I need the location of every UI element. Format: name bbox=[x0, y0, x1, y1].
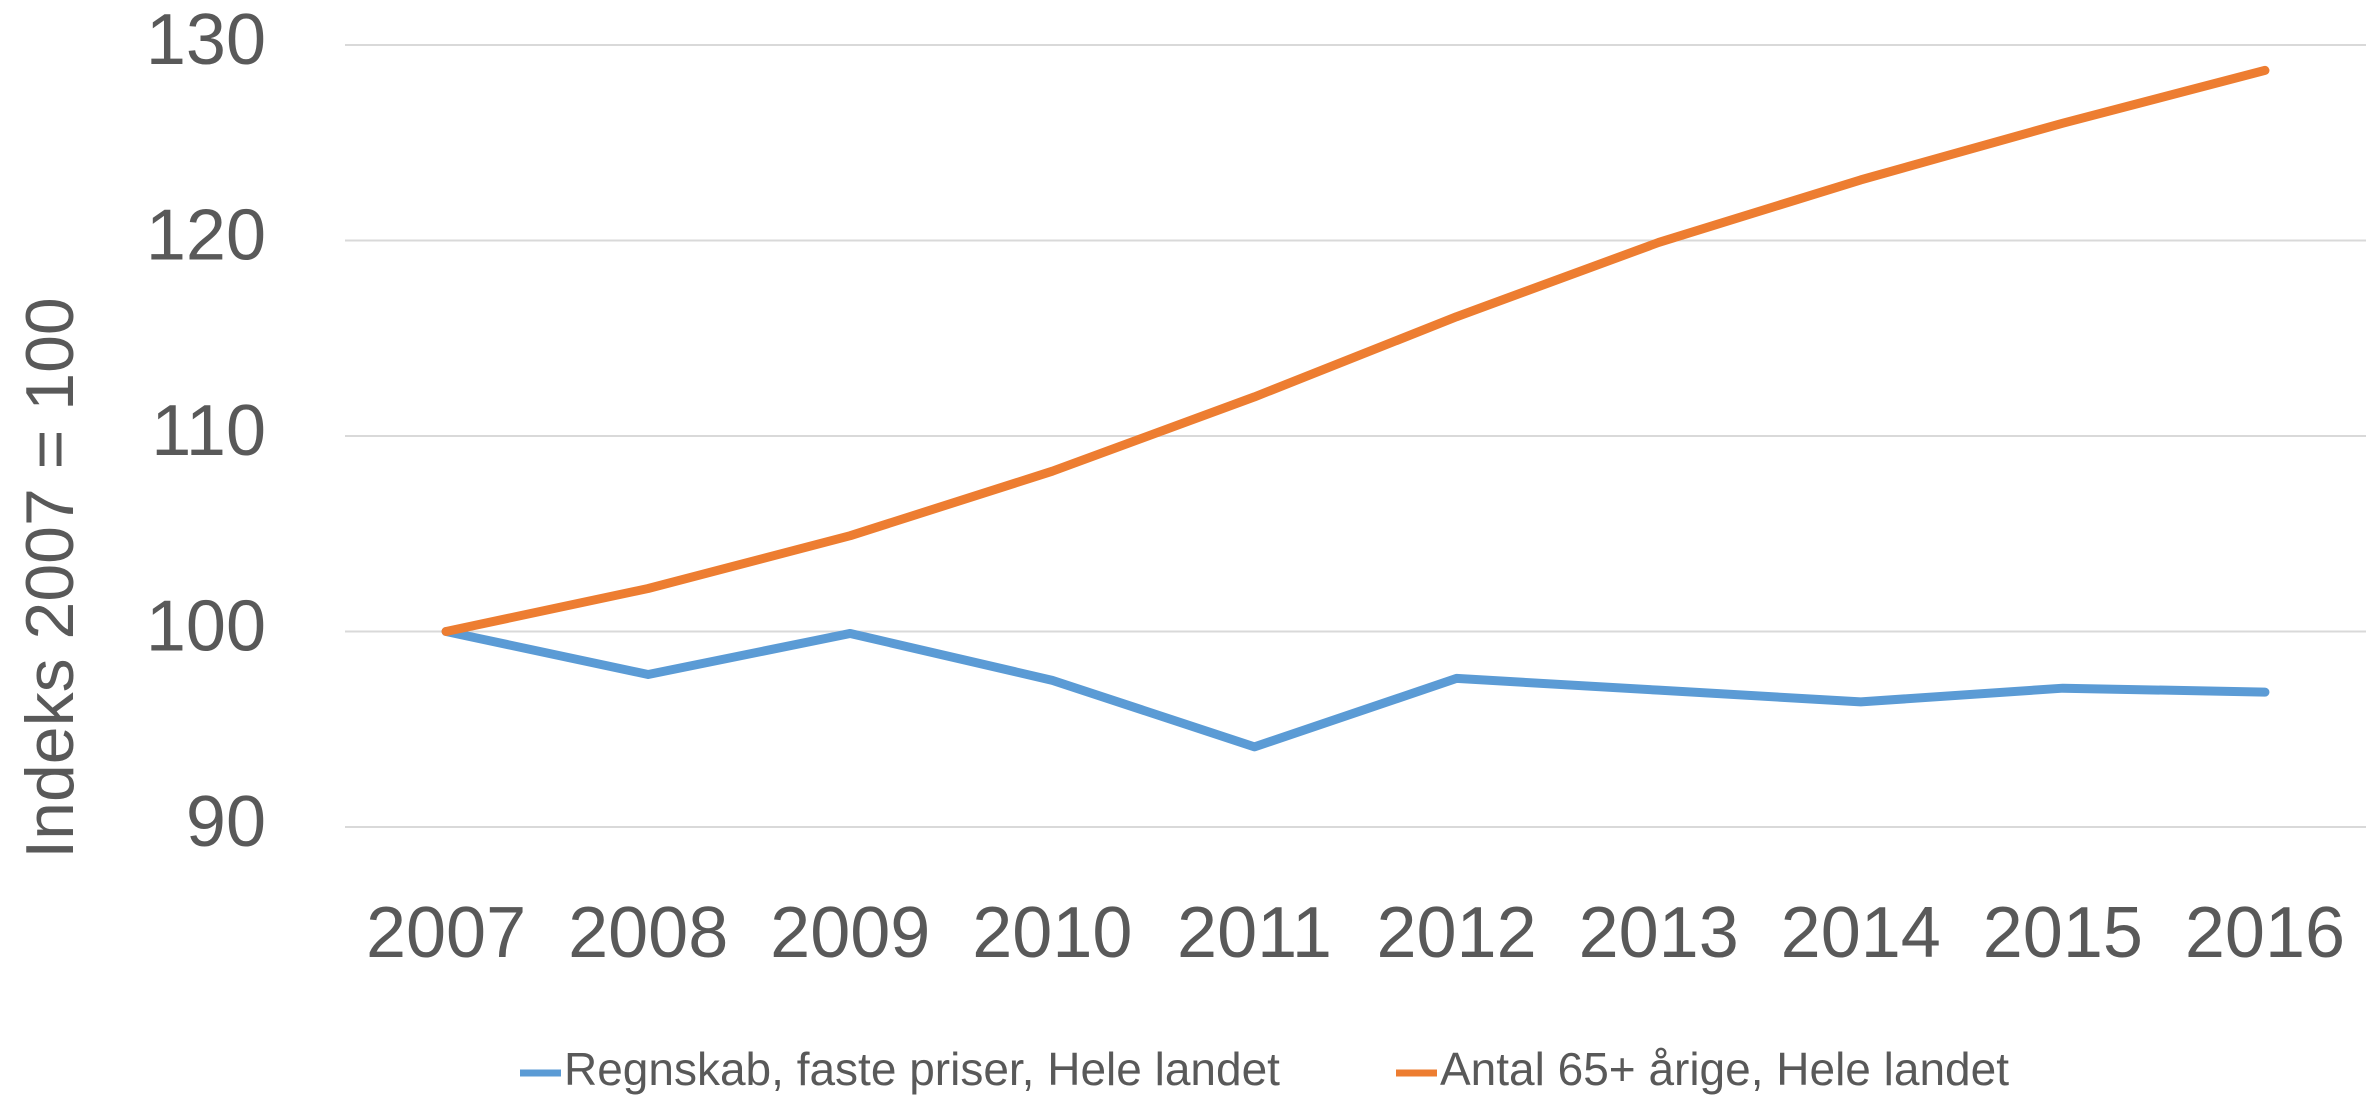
legend-label: Regnskab, faste priser, Hele landet bbox=[564, 1043, 1280, 1095]
x-tick-label: 2010 bbox=[972, 893, 1132, 973]
y-tick-label: 110 bbox=[151, 391, 266, 471]
y-tick-label: 100 bbox=[146, 587, 266, 667]
x-tick-label: 2007 bbox=[366, 893, 526, 973]
x-tick-label: 2012 bbox=[1376, 893, 1536, 973]
series-line bbox=[441, 65, 2270, 636]
x-tick-label: 2009 bbox=[770, 893, 930, 973]
x-tick-label: 2008 bbox=[568, 893, 728, 973]
x-tick-label: 2013 bbox=[1579, 893, 1739, 973]
x-tick-label: 2016 bbox=[2185, 893, 2345, 973]
legend-label: Antal 65+ årige, Hele landet bbox=[1440, 1043, 2009, 1095]
y-axis-title: Indeks 2007 = 100 bbox=[12, 297, 88, 858]
x-tick-label: 2014 bbox=[1781, 893, 1941, 973]
y-tick-label: 120 bbox=[146, 196, 266, 276]
x-tick-label: 2015 bbox=[1983, 893, 2143, 973]
y-tick-label: 90 bbox=[186, 782, 266, 862]
x-tick-label: 2011 bbox=[1177, 893, 1332, 973]
y-tick-label: 130 bbox=[146, 0, 266, 80]
series-line bbox=[441, 627, 2270, 752]
